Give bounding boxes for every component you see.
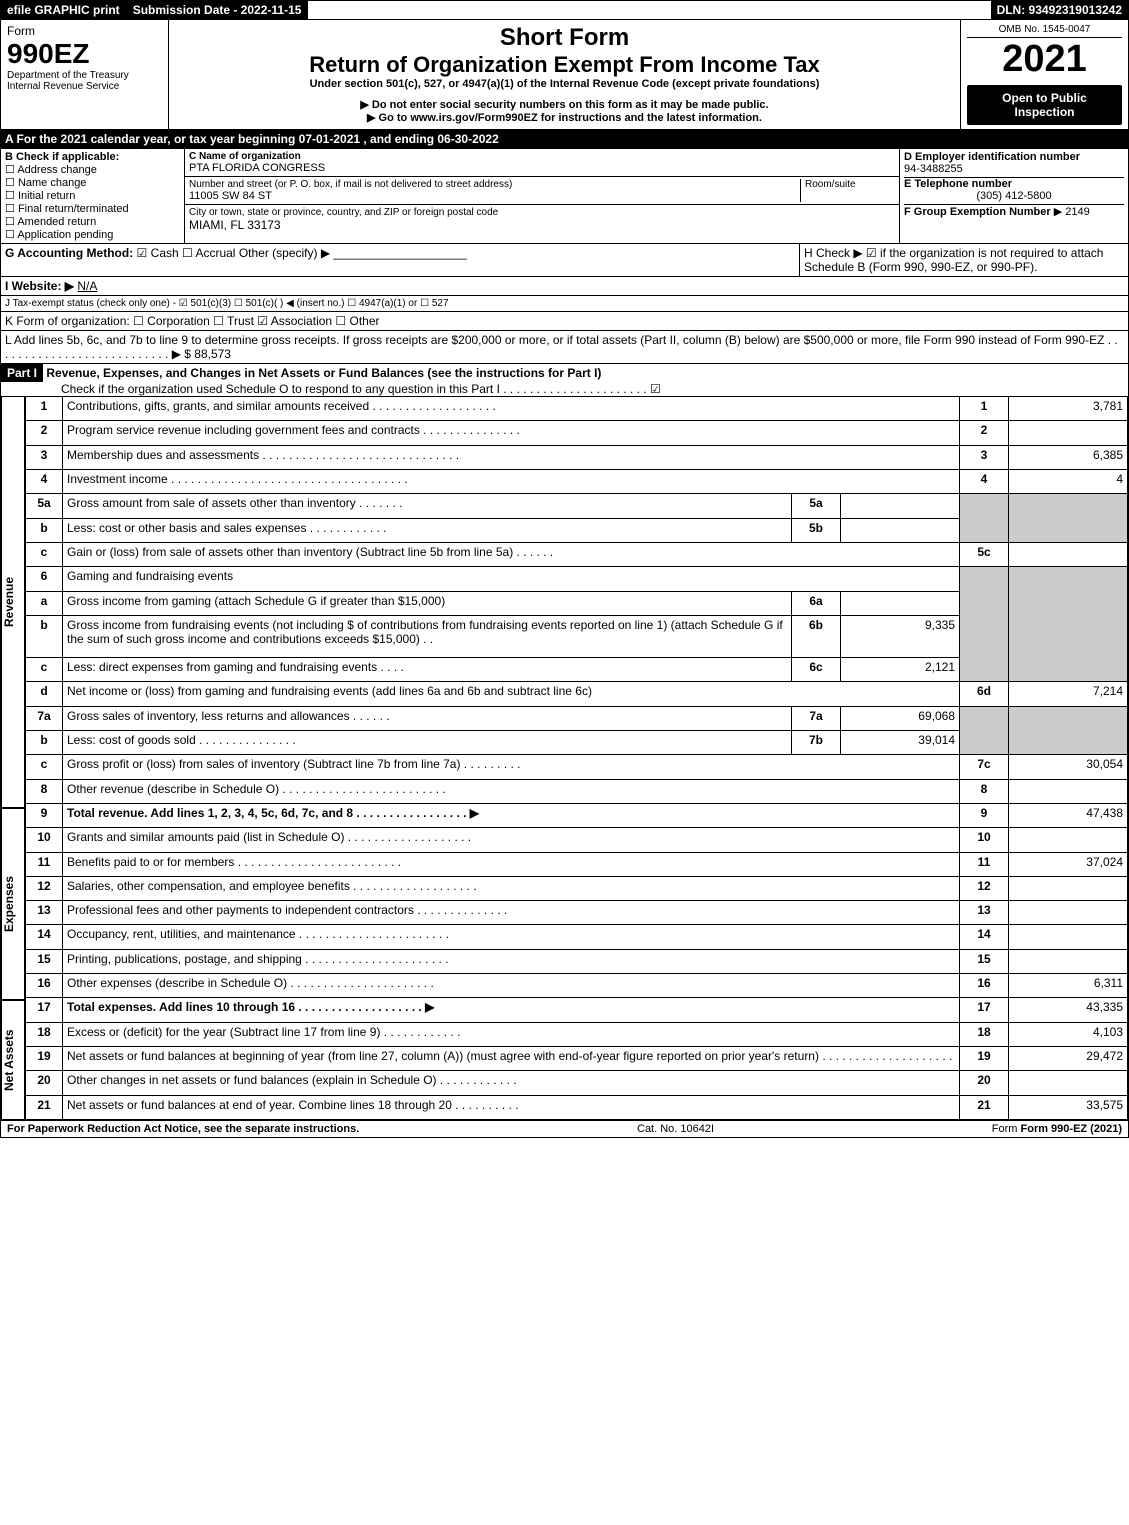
section-f-label: F Group Exemption Number [904, 206, 1051, 218]
irs-label: Internal Revenue Service [7, 81, 162, 92]
check-amended-return[interactable]: Amended return [5, 215, 180, 228]
table-row: 17Total expenses. Add lines 10 through 1… [26, 998, 1128, 1022]
table-row: cGain or (loss) from sale of assets othe… [26, 542, 1128, 566]
section-b-label: B Check if applicable: [5, 151, 180, 163]
org-name: PTA FLORIDA CONGRESS [189, 162, 895, 174]
tax-year: 2021 [967, 38, 1122, 81]
street-address: 11005 SW 84 ST [189, 190, 800, 202]
table-row: 21Net assets or fund balances at end of … [26, 1095, 1128, 1119]
group-exemption: 2149 [1065, 206, 1089, 218]
table-row: 14Occupancy, rent, utilities, and mainte… [26, 925, 1128, 949]
section-g-h: G Accounting Method: Cash Accrual Other … [1, 243, 1128, 276]
table-row: 15Printing, publications, postage, and s… [26, 949, 1128, 973]
table-row: 9Total revenue. Add lines 1, 2, 3, 4, 5c… [26, 803, 1128, 827]
top-bar: efile GRAPHIC print Submission Date - 20… [1, 1, 1128, 19]
section-k: K Form of organization: ☐ Corporation ☐ … [1, 311, 1128, 330]
section-d-label: D Employer identification number [904, 151, 1124, 163]
check-accrual[interactable]: Accrual [182, 246, 235, 260]
catalog-number: Cat. No. 10642I [637, 1123, 714, 1135]
part-1-table: 1Contributions, gifts, grants, and simil… [25, 396, 1128, 1120]
section-def: D Employer identification number 94-3488… [899, 149, 1128, 243]
form-label: Form [7, 24, 162, 38]
form-header: Form 990EZ Department of the Treasury In… [1, 19, 1128, 129]
submission-date: Submission Date - 2022-11-15 [127, 1, 309, 19]
check-address-change[interactable]: Address change [5, 163, 180, 176]
table-row: 13Professional fees and other payments t… [26, 901, 1128, 925]
short-form-title: Short Form [175, 24, 954, 52]
arrow-icon: ▶ [1054, 206, 1062, 218]
table-row: 12Salaries, other compensation, and empl… [26, 876, 1128, 900]
table-row: 20Other changes in net assets or fund ba… [26, 1071, 1128, 1095]
part-1-checknote: Check if the organization used Schedule … [1, 382, 1128, 396]
check-final-return[interactable]: Final return/terminated [5, 202, 180, 215]
city-label: City or town, state or province, country… [189, 207, 895, 218]
pra-notice: For Paperwork Reduction Act Notice, see … [7, 1123, 359, 1135]
open-to-public: Open to Public Inspection [967, 85, 1122, 125]
entity-block: B Check if applicable: Address change Na… [1, 148, 1128, 243]
section-j: J Tax-exempt status (check only one) - ☑… [1, 295, 1128, 311]
line-a: A For the 2021 calendar year, or tax yea… [1, 129, 1128, 148]
table-row: 1Contributions, gifts, grants, and simil… [26, 397, 1128, 421]
form-ref: Form Form 990-EZ (2021) [992, 1123, 1122, 1135]
main-title: Return of Organization Exempt From Incom… [175, 52, 954, 78]
netassets-vertical-label: Net Assets [1, 1000, 25, 1120]
table-row: 4Investment income . . . . . . . . . . .… [26, 469, 1128, 493]
revenue-vertical-label: Revenue [1, 396, 25, 808]
page-footer: For Paperwork Reduction Act Notice, see … [1, 1120, 1128, 1137]
section-i: I Website: ▶ N/A [1, 276, 1128, 295]
part-1-title: Revenue, Expenses, and Changes in Net As… [46, 366, 601, 380]
dln: DLN: 93492319013242 [991, 1, 1128, 19]
other-specify[interactable]: Other (specify) ▶ [239, 246, 330, 260]
section-k-text: K Form of organization: ☐ Corporation ☐ … [1, 312, 1128, 330]
table-row: 18Excess or (deficit) for the year (Subt… [26, 1022, 1128, 1046]
subtitle: Under section 501(c), 527, or 4947(a)(1)… [175, 78, 954, 90]
table-row: 3Membership dues and assessments . . . .… [26, 445, 1128, 469]
table-row: 6Gaming and fundraising events [26, 567, 1128, 591]
table-row: 2Program service revenue including gover… [26, 421, 1128, 445]
website-value: N/A [77, 279, 97, 293]
check-name-change[interactable]: Name change [5, 176, 180, 189]
table-row: cGross profit or (loss) from sales of in… [26, 755, 1128, 779]
section-c: C Name of organization PTA FLORIDA CONGR… [185, 149, 899, 243]
efile-print-button[interactable]: efile GRAPHIC print [1, 1, 127, 19]
part-1-label: Part I [1, 364, 43, 382]
section-h: H Check ▶ ☑ if the organization is not r… [800, 244, 1128, 276]
section-i-label: I Website: ▶ [5, 279, 74, 293]
table-row: 8Other revenue (describe in Schedule O) … [26, 779, 1128, 803]
part-1-header: Part I Revenue, Expenses, and Changes in… [1, 363, 1128, 396]
dept-treasury: Department of the Treasury [7, 70, 162, 81]
table-row: 7aGross sales of inventory, less returns… [26, 706, 1128, 730]
section-g-label: G Accounting Method: [5, 246, 133, 260]
expenses-vertical-label: Expenses [1, 808, 25, 1000]
section-b: B Check if applicable: Address change Na… [1, 149, 185, 243]
section-l-text: L Add lines 5b, 6c, and 7b to line 9 to … [1, 331, 1128, 363]
room-label: Room/suite [805, 179, 895, 190]
check-application-pending[interactable]: Application pending [5, 228, 180, 241]
goto-link[interactable]: ▶ Go to www.irs.gov/Form990EZ for instru… [175, 111, 954, 124]
table-row: 10Grants and similar amounts paid (list … [26, 828, 1128, 852]
city-state-zip: MIAMI, FL 33173 [189, 218, 895, 232]
table-row: 5aGross amount from sale of assets other… [26, 494, 1128, 518]
street-label: Number and street (or P. O. box, if mail… [189, 179, 800, 190]
table-row: 19Net assets or fund balances at beginni… [26, 1047, 1128, 1071]
check-cash[interactable]: Cash [137, 246, 179, 260]
form-number: 990EZ [7, 38, 162, 70]
omb-number: OMB No. 1545-0047 [967, 24, 1122, 38]
section-e-label: E Telephone number [904, 177, 1124, 190]
section-l: L Add lines 5b, 6c, and 7b to line 9 to … [1, 330, 1128, 363]
table-row: 11Benefits paid to or for members . . . … [26, 852, 1128, 876]
section-c-label: C Name of organization [189, 151, 895, 162]
table-row: 16Other expenses (describe in Schedule O… [26, 974, 1128, 998]
telephone: (305) 412-5800 [904, 190, 1124, 202]
ssn-warning: ▶ Do not enter social security numbers o… [175, 98, 954, 111]
form-ref-text: Form 990-EZ (2021) [1021, 1123, 1122, 1135]
check-initial-return[interactable]: Initial return [5, 189, 180, 202]
section-j-text: J Tax-exempt status (check only one) - ☑… [1, 296, 1128, 311]
table-row: dNet income or (loss) from gaming and fu… [26, 682, 1128, 706]
ein: 94-3488255 [904, 163, 1124, 175]
form-container: efile GRAPHIC print Submission Date - 20… [0, 0, 1129, 1138]
line-a-text: A For the 2021 calendar year, or tax yea… [1, 130, 1128, 148]
